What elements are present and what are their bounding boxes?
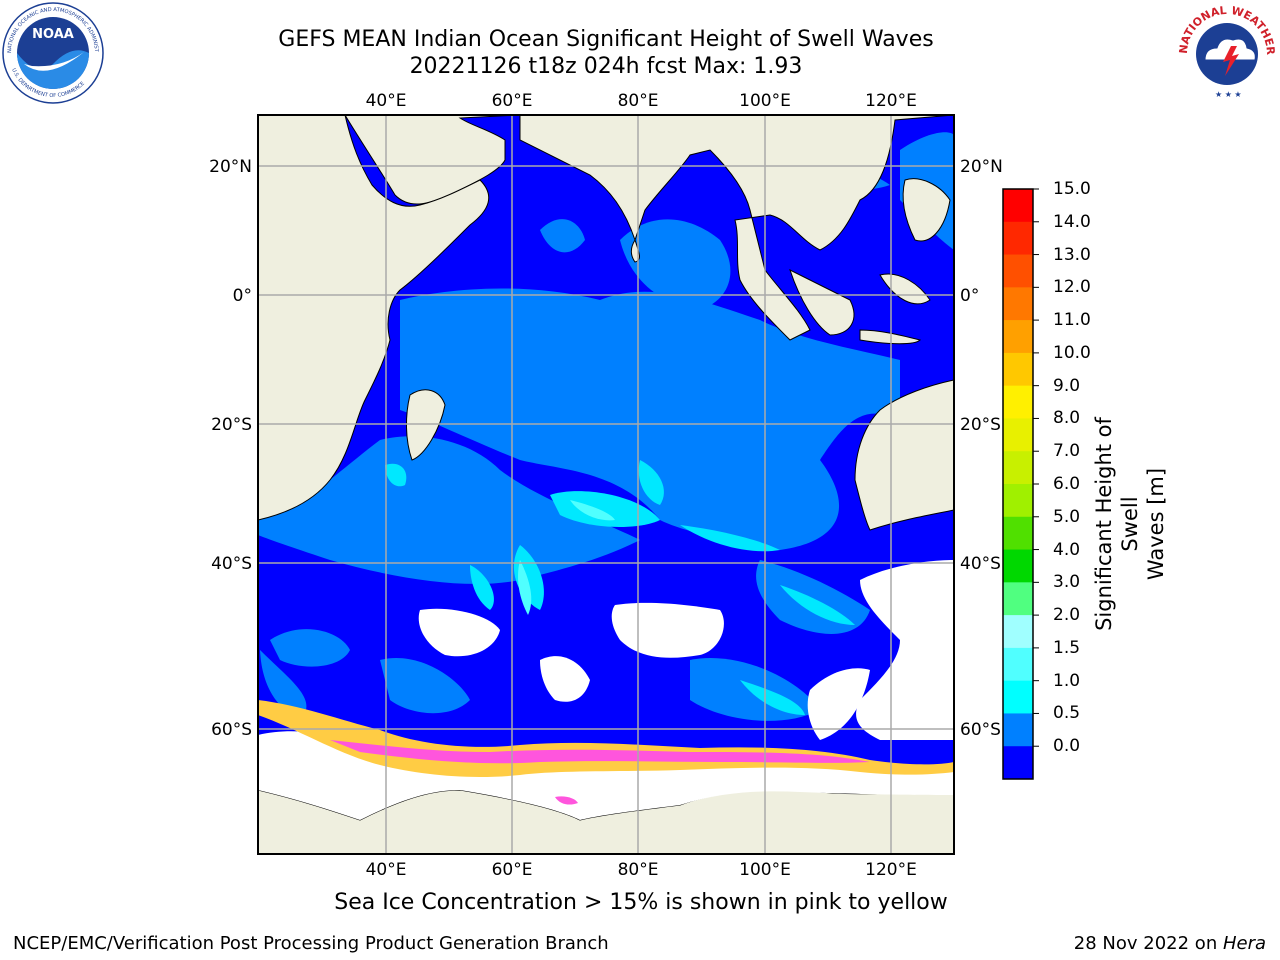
- colorbar-segment: [1003, 189, 1033, 223]
- colorbar-tick-label: 1.0: [1053, 670, 1081, 691]
- colorbar-frame: [1002, 188, 1034, 780]
- colorbar-segment: [1003, 221, 1033, 256]
- colorbar-tick-label: 10.0: [1053, 342, 1091, 363]
- colorbar-title-line1: Significant Height of Swell: [1092, 417, 1142, 631]
- footer-date: 28 Nov 2022 on Hera: [1074, 933, 1266, 954]
- swell-high-layer: [517, 500, 615, 615]
- lat-tick-left: 0°: [233, 286, 252, 306]
- lon-tick-bottom: 80°E: [618, 860, 659, 880]
- noaa-logo: NOAA NATIONAL OCEANIC AND ATMOSPHERIC AD…: [2, 2, 104, 104]
- colorbar-tick-label: 15.0: [1053, 179, 1091, 199]
- colorbar-tick-label: 6.0: [1053, 474, 1081, 494]
- colorbar-tick-label: 2.0: [1053, 605, 1081, 626]
- colorbar-segment: [1003, 516, 1033, 551]
- chart-subtitle: 20221126 t18z 024h fcst Max: 1.93: [409, 54, 803, 79]
- sea-ice-caption: Sea Ice Concentration > 15% is shown in …: [334, 890, 948, 915]
- colorbar-segment: [1003, 647, 1033, 682]
- lat-tick-right: 20°N: [960, 157, 1003, 177]
- colorbar-tick-label: 9.0: [1053, 375, 1081, 396]
- colorbar-tick-label: 0.5: [1053, 703, 1081, 724]
- lon-tick-bottom: 40°E: [366, 860, 407, 880]
- colorbar-tick-label: 5.0: [1053, 506, 1081, 527]
- lon-tick-top: 40°E: [366, 91, 407, 111]
- lat-tick-right: 0°: [960, 286, 979, 306]
- footer-host: Hera: [1222, 933, 1266, 954]
- nws-star-icon: ★ ★ ★: [1215, 90, 1242, 99]
- land-layer: [258, 115, 954, 854]
- colorbar-segment: [1003, 254, 1033, 288]
- colorbar-tick-label: 3.0: [1053, 572, 1081, 593]
- colorbar-segment: [1003, 287, 1033, 321]
- lon-tick-top: 80°E: [618, 91, 659, 111]
- colorbar-segment: [1003, 451, 1033, 485]
- colorbar-segment: [1003, 582, 1033, 616]
- colorbar-segment: [1003, 352, 1033, 387]
- lat-tick-left: 20°S: [211, 415, 252, 435]
- lon-tick-top: 120°E: [865, 91, 917, 111]
- colorbar-segment: [1003, 320, 1033, 354]
- colorbar-tick-label: 11.0: [1053, 310, 1091, 331]
- map-grid: [258, 115, 954, 854]
- swell-mid-layer: [385, 460, 855, 715]
- colorbar-tick-label: 8.0: [1053, 408, 1081, 429]
- footer-branch: NCEP/EMC/Verification Post Processing Pr…: [13, 933, 609, 954]
- colorbar: [1003, 188, 1039, 780]
- nws-logo: NATIONAL WEATHER SERVICE ★ ★ ★: [1175, 2, 1277, 104]
- lon-tick-bottom: 120°E: [865, 860, 917, 880]
- colorbar-segment: [1003, 746, 1033, 780]
- colorbar-title: Significant Height of Swell Waves [m]: [1091, 394, 1169, 654]
- lon-tick-bottom: 100°E: [739, 860, 791, 880]
- colorbar-segment: [1003, 484, 1033, 518]
- lon-tick-bottom: 60°E: [492, 860, 533, 880]
- colorbar-tick-label: 4.0: [1053, 539, 1081, 560]
- lat-tick-left: 20°N: [209, 157, 252, 177]
- lat-tick-left: 60°S: [211, 720, 252, 740]
- colorbar-segment: [1003, 615, 1033, 649]
- lat-tick-right: 40°S: [960, 554, 1001, 574]
- lat-tick-right: 60°S: [960, 720, 1001, 740]
- lon-tick-top: 60°E: [492, 91, 533, 111]
- colorbar-tick-label: 12.0: [1053, 277, 1091, 298]
- lat-tick-right: 20°S: [960, 415, 1001, 435]
- colorbar-tick-label: 14.0: [1053, 211, 1091, 232]
- lat-tick-left: 40°S: [211, 554, 252, 574]
- colorbar-tick-label: 13.0: [1053, 244, 1091, 265]
- colorbar-segment: [1003, 385, 1033, 419]
- map-frame: [257, 114, 955, 855]
- colorbar-segment: [1003, 549, 1033, 583]
- footer-date-text: 28 Nov 2022 on: [1073, 933, 1223, 954]
- colorbar-tick-label: 1.5: [1053, 637, 1081, 658]
- colorbar-tick-label: 7.0: [1053, 441, 1081, 462]
- sea-ice-concentration: [258, 700, 954, 805]
- colorbar-segment: [1003, 713, 1033, 747]
- colorbar-segment: [1003, 680, 1033, 714]
- lon-tick-top: 100°E: [739, 91, 791, 111]
- colorbar-segment: [1003, 418, 1033, 452]
- noaa-center-text: NOAA: [32, 27, 74, 42]
- colorbar-tick-label: 0.0: [1053, 736, 1081, 757]
- chart-title: GEFS MEAN Indian Ocean Significant Heigh…: [278, 27, 934, 52]
- colorbar-title-line2: Waves [m]: [1144, 467, 1168, 581]
